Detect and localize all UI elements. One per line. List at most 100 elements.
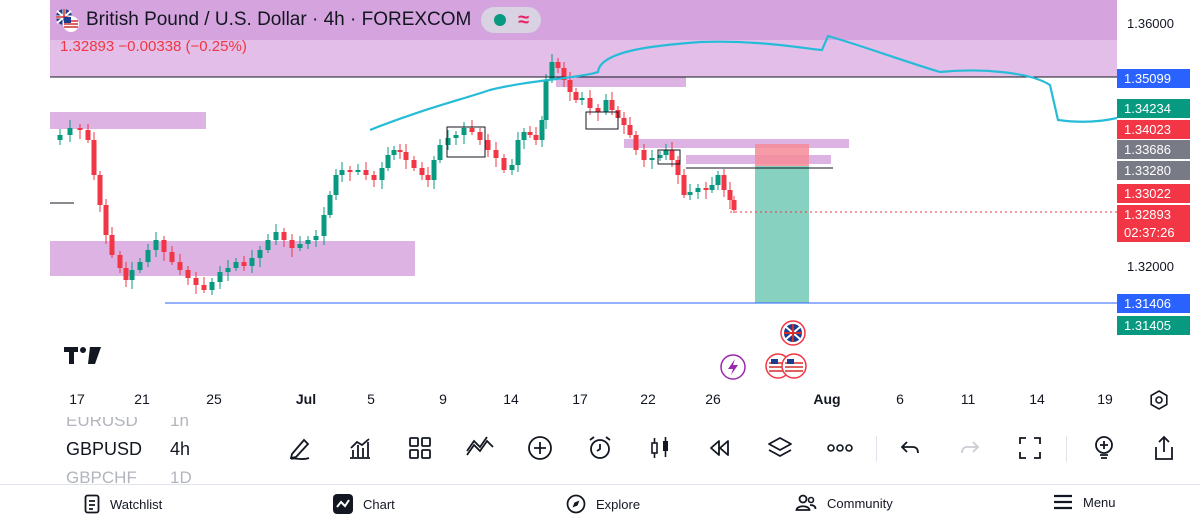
time-axis-label: 6 (896, 391, 904, 407)
price-chart[interactable] (0, 0, 1117, 384)
pencil-icon (289, 438, 310, 461)
candle-body (509, 165, 515, 170)
nav-community[interactable]: Community (795, 494, 893, 512)
watchlist-item[interactable]: GBPCHF 1D (66, 468, 192, 483)
candle-body (731, 200, 737, 210)
ideas-button[interactable] (1086, 430, 1122, 466)
candle-body (609, 100, 615, 110)
market-open-dot-icon (493, 14, 506, 26)
gbp-usd-flags-icon (56, 9, 79, 32)
candle-body (727, 190, 733, 200)
stop-loss-area (755, 144, 809, 166)
candle-body (461, 128, 467, 135)
candle-body (161, 240, 167, 252)
fullscreen-button[interactable] (1012, 430, 1048, 466)
candle-body (527, 132, 533, 135)
candle-body (721, 175, 727, 190)
watchlist-item-selected[interactable]: GBPUSD 4h (66, 439, 190, 460)
uk-event-icon (780, 320, 806, 346)
candle-body (379, 168, 385, 180)
candle-body (333, 175, 339, 195)
projection-curve (369, 34, 1117, 132)
replay-button[interactable] (702, 430, 738, 466)
watchlist-picker[interactable]: EURUSD 1h GBPUSD 4h GBPCHF 1D (66, 417, 216, 483)
candle-body (681, 175, 687, 195)
price-axis-tag: 02:37:26 (1117, 223, 1190, 242)
price-axis-label: 1.32000 (1127, 259, 1174, 274)
candle-body (477, 132, 483, 140)
watchlist-item[interactable]: EURUSD 1h (66, 417, 189, 431)
candle-body (485, 140, 491, 150)
share-button[interactable] (1146, 430, 1182, 466)
price-axis-tag: 1.34023 (1117, 120, 1190, 139)
toolbar-divider (1066, 436, 1067, 462)
us-event-icon (781, 353, 807, 379)
time-axis-label: 5 (367, 391, 375, 407)
zone-rectangle (50, 112, 206, 129)
symbol-header[interactable]: British Pound / U.S. Dollar · 4h · FOREX… (54, 5, 542, 35)
candle-body (289, 240, 295, 248)
candle-body (327, 195, 333, 215)
fullscreen-icon (1019, 437, 1041, 459)
delayed-data-icon: ≈ (518, 9, 530, 31)
candle-body (703, 188, 709, 190)
undo-button[interactable] (892, 430, 928, 466)
time-axis-label: 25 (206, 391, 222, 407)
chart-settings-icon[interactable] (1148, 389, 1170, 411)
watchlist-symbol: GBPUSD (66, 439, 143, 459)
watchlist-symbol: EURUSD (66, 417, 138, 430)
price-axis-tag: 1.35099 (1117, 69, 1190, 88)
highlight-box (585, 111, 619, 130)
add-button[interactable] (522, 430, 558, 466)
candle-body (437, 145, 443, 160)
price-axis-tag: 1.33280 (1117, 161, 1190, 180)
alert-button[interactable] (582, 430, 618, 466)
candle-body (431, 160, 437, 180)
time-axis[interactable]: 17 21 25 Jul 5 9 14 17 22 26 Aug 6 11 14… (0, 386, 1200, 414)
time-axis-label: 14 (1029, 391, 1045, 407)
redo-icon (961, 441, 980, 454)
candle-body (595, 108, 601, 112)
symbol-title[interactable]: British Pound / U.S. Dollar · 4h · FOREX… (86, 9, 472, 30)
candle-body (201, 285, 207, 290)
nav-label: Menu (1083, 494, 1116, 510)
earnings-event-icon (720, 354, 746, 380)
indicators-button[interactable] (342, 430, 378, 466)
community-icon (795, 494, 817, 511)
layouts-icon (409, 437, 431, 459)
supply-zone (50, 0, 1117, 40)
market-status-pill[interactable]: ≈ (481, 7, 542, 33)
more-button[interactable] (822, 430, 858, 466)
candle-body (469, 128, 475, 132)
layouts-button[interactable] (402, 430, 438, 466)
flag-canton (771, 359, 778, 364)
zone-rectangle (624, 139, 849, 148)
candle-body (123, 268, 129, 280)
candle-body (411, 160, 417, 168)
chart-type-button[interactable] (642, 430, 678, 466)
nav-watchlist[interactable]: Watchlist (84, 494, 162, 514)
candle-body (555, 62, 561, 68)
watchlist-interval: 1h (170, 417, 189, 430)
layers-button[interactable] (762, 430, 798, 466)
patterns-button[interactable] (462, 430, 498, 466)
nav-chart[interactable]: Chart (333, 494, 395, 514)
candle-body (633, 135, 639, 150)
candle-body (579, 98, 585, 100)
lightning-icon (728, 359, 738, 375)
candle-body (371, 175, 377, 180)
time-axis-label: 26 (705, 391, 721, 407)
candle-body (397, 150, 403, 152)
chart-area[interactable]: British Pound / U.S. Dollar · 4h · FOREX… (0, 0, 1117, 384)
candle-body (273, 232, 279, 240)
pencil-button[interactable] (282, 430, 318, 466)
candle-body (313, 236, 319, 240)
watchlist-interval: 4h (170, 439, 191, 459)
nav-explore[interactable]: Explore (566, 494, 640, 514)
zone-rectangle (556, 77, 686, 87)
candle-body (225, 268, 231, 272)
redo-button[interactable] (952, 430, 988, 466)
candle-body (567, 80, 573, 92)
nav-menu[interactable]: Menu (1053, 494, 1116, 510)
bottom-navigation: Watchlist Chart Explore Community Menu (0, 484, 1200, 527)
